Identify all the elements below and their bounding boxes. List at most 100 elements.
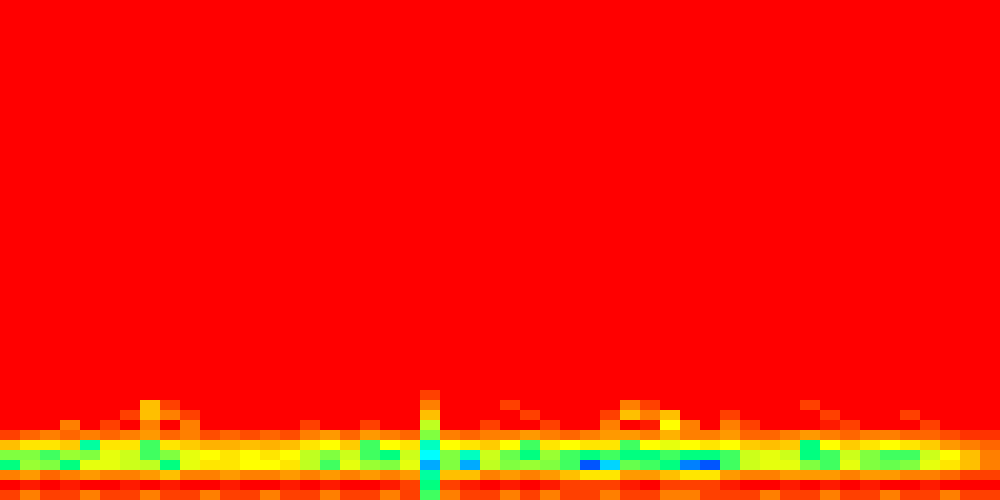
heatmap-cell — [940, 410, 960, 420]
heatmap-cell — [260, 490, 280, 500]
heatmap-cell — [40, 460, 60, 470]
heatmap-cell — [960, 450, 980, 460]
heatmap-cell — [160, 450, 180, 460]
heatmap-cell — [380, 480, 400, 490]
heatmap-cell — [560, 440, 580, 450]
heatmap-cell — [0, 410, 20, 420]
heatmap-cell — [500, 470, 520, 480]
heatmap-cell — [960, 430, 980, 440]
heatmap-cell — [280, 440, 300, 450]
heatmap-cell — [540, 490, 560, 500]
heatmap-cell — [280, 420, 300, 430]
heatmap-cell — [200, 390, 220, 400]
heatmap-cell — [500, 480, 520, 490]
heatmap-cell — [160, 400, 180, 410]
heatmap-cell — [200, 420, 220, 430]
heatmap-cell — [400, 490, 420, 500]
heatmap-cell — [980, 410, 1000, 420]
heatmap-cell — [300, 380, 320, 390]
heatmap-cell — [840, 390, 860, 400]
heatmap-cell — [640, 400, 660, 410]
heatmap-cell — [80, 460, 100, 470]
heatmap-cell — [740, 450, 760, 460]
heatmap-cell — [20, 420, 40, 430]
heatmap-cell — [180, 440, 200, 450]
heatmap-cell — [100, 420, 120, 430]
heatmap-cell — [760, 400, 780, 410]
heatmap-cell — [540, 410, 560, 420]
heatmap-cell — [120, 0, 140, 380]
heatmap-cell — [140, 0, 160, 380]
heatmap-cell — [500, 380, 520, 390]
heatmap-cell — [640, 440, 660, 450]
heatmap-cell — [440, 420, 460, 430]
heatmap-cell — [340, 400, 360, 410]
heatmap-cell — [740, 430, 760, 440]
heatmap-cell — [20, 390, 40, 400]
heatmap-cell — [360, 390, 380, 400]
heatmap-cell — [560, 430, 580, 440]
heatmap-cell — [400, 380, 420, 390]
heatmap-cell — [140, 470, 160, 480]
heatmap-cell — [780, 470, 800, 480]
heatmap-cell — [280, 450, 300, 460]
heatmap-cell — [0, 400, 20, 410]
heatmap-cell — [160, 430, 180, 440]
heatmap-cell — [220, 0, 240, 380]
heatmap-cell — [40, 450, 60, 460]
heatmap-cell — [40, 0, 60, 380]
heatmap-cell — [80, 450, 100, 460]
heatmap-cell — [0, 430, 20, 440]
heatmap-cell — [880, 430, 900, 440]
heatmap-cell — [400, 440, 420, 450]
heatmap-cell — [220, 450, 240, 460]
heatmap-cell — [260, 420, 280, 430]
heatmap-cell — [520, 490, 540, 500]
heatmap-cell — [160, 470, 180, 480]
heatmap-cell — [180, 400, 200, 410]
heatmap-cell — [540, 420, 560, 430]
heatmap-cell — [520, 470, 540, 480]
heatmap-cell — [960, 490, 980, 500]
heatmap-cell — [280, 400, 300, 410]
heatmap-cell — [980, 490, 1000, 500]
heatmap-cell — [320, 410, 340, 420]
heatmap-cell — [120, 410, 140, 420]
heatmap-cell — [660, 0, 680, 380]
heatmap-cell — [600, 0, 620, 380]
heatmap-cell — [940, 470, 960, 480]
heatmap-cell — [720, 0, 740, 380]
heatmap-cell — [320, 390, 340, 400]
heatmap-cell — [80, 480, 100, 490]
heatmap-cell — [380, 420, 400, 430]
heatmap-cell — [640, 460, 660, 470]
heatmap-cell — [620, 380, 640, 390]
heatmap-cell — [680, 400, 700, 410]
heatmap-cell — [680, 450, 700, 460]
chart-svg — [0, 0, 1000, 500]
heatmap-cell — [380, 440, 400, 450]
heatmap-cell — [320, 450, 340, 460]
heatmap-cell — [920, 390, 940, 400]
heatmap-cell — [920, 470, 940, 480]
heatmap-cell — [660, 480, 680, 490]
heatmap-cell — [80, 380, 100, 390]
heatmap-cell — [720, 470, 740, 480]
heatmap-cell — [740, 390, 760, 400]
heatmap-cell — [720, 460, 740, 470]
heatmap-cell — [540, 460, 560, 470]
heatmap-cell — [580, 380, 600, 390]
heatmap-cell — [480, 480, 500, 490]
heatmap-cell — [820, 490, 840, 500]
heatmap-cell — [940, 460, 960, 470]
heatmap-cell — [820, 460, 840, 470]
heatmap-cell — [860, 400, 880, 410]
heatmap-cell — [840, 480, 860, 490]
heatmap-cell — [920, 460, 940, 470]
heatmap-cell — [360, 400, 380, 410]
heatmap-cell — [920, 490, 940, 500]
heatmap-cell — [960, 440, 980, 450]
heatmap-cell — [580, 410, 600, 420]
heatmap-cell — [40, 440, 60, 450]
heatmap-cell — [320, 480, 340, 490]
